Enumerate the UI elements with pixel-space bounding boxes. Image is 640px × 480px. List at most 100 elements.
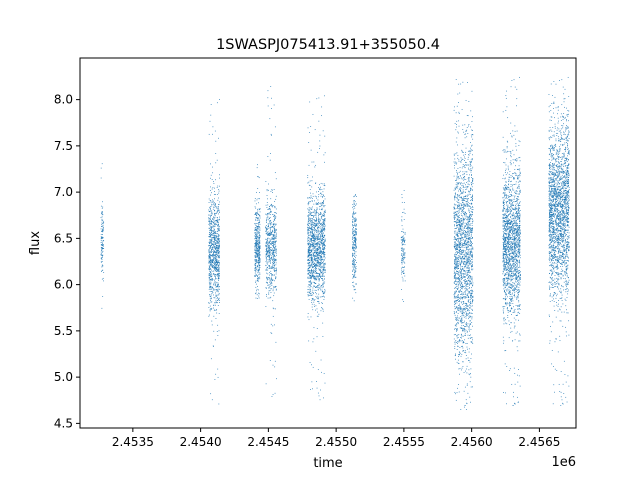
data-point (212, 260, 213, 262)
data-point (211, 264, 213, 266)
data-point (352, 282, 353, 283)
data-point (319, 262, 320, 263)
data-point (258, 269, 260, 270)
data-point (307, 250, 309, 252)
data-point (455, 179, 457, 181)
data-point (210, 223, 212, 225)
data-point (455, 244, 457, 246)
data-point (216, 219, 218, 221)
data-point (211, 221, 213, 223)
data-point (308, 201, 310, 203)
data-point (214, 265, 216, 267)
data-point (217, 255, 219, 257)
data-point (213, 245, 215, 247)
data-point (219, 240, 220, 242)
data-point (213, 330, 215, 332)
data-point (466, 234, 468, 236)
data-point (270, 205, 272, 206)
data-point (272, 259, 274, 261)
data-point (402, 267, 404, 268)
data-point (321, 225, 322, 227)
data-point (271, 268, 273, 269)
data-point (218, 268, 220, 270)
data-point (312, 265, 313, 267)
data-point (255, 213, 257, 215)
data-point (315, 219, 316, 221)
data-point (268, 233, 270, 235)
data-point (271, 238, 273, 240)
data-point (255, 263, 256, 265)
data-point (219, 174, 220, 176)
data-point (459, 255, 461, 257)
data-point (315, 164, 317, 166)
data-point (354, 195, 356, 196)
data-point (270, 228, 271, 230)
data-point (215, 140, 217, 142)
data-point (471, 144, 473, 146)
data-point (272, 288, 274, 290)
data-point (353, 286, 355, 288)
data-point (274, 237, 276, 239)
data-point (463, 244, 464, 246)
data-point (267, 209, 269, 210)
data-point (464, 227, 465, 229)
data-point (465, 205, 466, 207)
data-point (323, 219, 324, 220)
data-point (258, 262, 260, 264)
data-point (457, 310, 459, 311)
data-point (403, 261, 405, 263)
data-point (212, 218, 213, 220)
data-point (471, 186, 473, 188)
data-point (217, 220, 219, 222)
data-point (269, 218, 271, 220)
data-point (318, 213, 320, 215)
data-point (311, 258, 313, 260)
data-point (312, 223, 314, 225)
data-point (316, 293, 317, 295)
data-point (100, 246, 102, 248)
data-point (320, 223, 322, 224)
data-point (315, 252, 317, 254)
data-point (355, 284, 357, 285)
data-point (321, 278, 322, 279)
data-point (455, 163, 457, 165)
data-point (320, 286, 322, 287)
data-point (324, 215, 326, 217)
data-point (470, 334, 471, 336)
data-point (457, 186, 459, 187)
data-point (466, 228, 468, 229)
data-point (317, 243, 318, 244)
data-point (462, 297, 463, 298)
data-point (255, 219, 257, 221)
data-point (321, 202, 323, 203)
data-point (269, 248, 271, 249)
data-point (270, 296, 272, 298)
data-point (317, 223, 319, 225)
data-point (269, 246, 270, 248)
data-point (216, 236, 217, 238)
data-point (456, 271, 458, 273)
data-point (274, 223, 276, 225)
data-point (209, 285, 211, 287)
data-point (453, 161, 455, 163)
data-point (471, 244, 472, 245)
data-point (467, 224, 469, 225)
data-point (460, 296, 462, 298)
data-point (311, 227, 313, 229)
data-point (219, 275, 220, 277)
data-point (457, 222, 458, 224)
data-point (258, 247, 260, 249)
data-point (324, 238, 326, 240)
data-point (209, 219, 211, 220)
data-point (210, 240, 212, 241)
data-point (352, 216, 354, 218)
data-point (211, 263, 213, 265)
data-point (310, 266, 312, 267)
data-point (315, 289, 317, 291)
data-point (309, 277, 311, 279)
data-point (462, 237, 464, 238)
data-point (258, 252, 260, 254)
data-point (467, 230, 469, 232)
data-point (460, 279, 462, 281)
data-point (462, 312, 464, 314)
